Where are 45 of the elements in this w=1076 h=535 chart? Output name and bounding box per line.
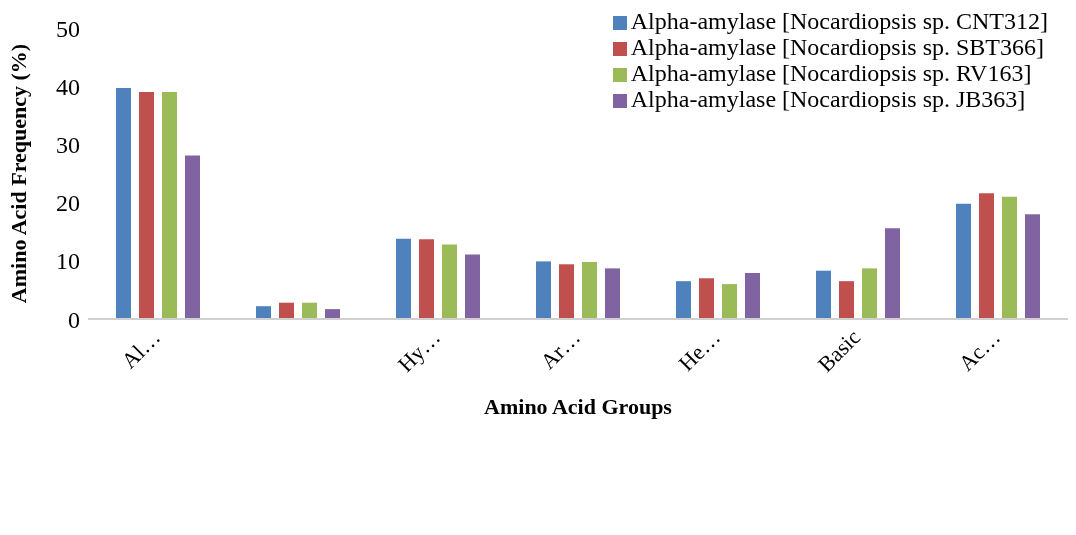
bar — [862, 268, 877, 319]
bar — [839, 281, 854, 319]
bar — [605, 268, 620, 319]
bar — [465, 254, 480, 319]
bar — [396, 238, 411, 319]
bar — [956, 203, 971, 319]
y-tick-label: 10 — [56, 248, 80, 275]
y-tick-label: 40 — [56, 73, 80, 100]
bar — [559, 264, 574, 319]
bar — [816, 270, 831, 319]
bar — [1002, 196, 1017, 319]
bar — [979, 193, 994, 319]
x-tick-label: Ac… — [953, 324, 1006, 376]
bar — [139, 92, 154, 319]
bar — [442, 244, 457, 319]
bar — [162, 92, 177, 319]
bar — [185, 155, 200, 319]
y-tick-label: 50 — [56, 15, 80, 42]
bar — [116, 87, 131, 319]
x-tick-label: Ar… — [535, 324, 586, 375]
bar — [536, 261, 551, 319]
y-axis-title: Amino Acid Frequency (%) — [5, 43, 31, 304]
bar — [676, 281, 691, 319]
bar — [302, 302, 317, 319]
y-tick-label: 0 — [68, 306, 80, 333]
x-tick-label: Al… — [116, 324, 166, 374]
bar — [419, 239, 434, 319]
y-tick-label: 30 — [56, 131, 80, 158]
legend-label: Alpha-amylase [Nocardiopsis sp. JB363] — [630, 86, 1026, 112]
legend-label: Alpha-amylase [Nocardiopsis sp. CNT312] — [630, 8, 1048, 34]
y-tick-label: 20 — [56, 190, 80, 217]
x-tick-label: He… — [673, 324, 726, 376]
x-axis-title: Amino Acid Groups — [484, 394, 673, 419]
x-tick-label: Hy… — [392, 324, 446, 377]
bar — [256, 306, 271, 319]
bar — [1025, 214, 1040, 319]
bar — [699, 278, 714, 319]
bar — [722, 284, 737, 319]
bar — [745, 273, 760, 319]
legend-label: Alpha-amylase [Nocardiopsis sp. SBT366] — [630, 34, 1045, 60]
bar — [325, 309, 340, 319]
bar — [279, 302, 294, 319]
legend-label: Alpha-amylase [Nocardiopsis sp. RV163] — [630, 60, 1032, 86]
bar — [582, 261, 597, 319]
bar — [885, 228, 900, 319]
